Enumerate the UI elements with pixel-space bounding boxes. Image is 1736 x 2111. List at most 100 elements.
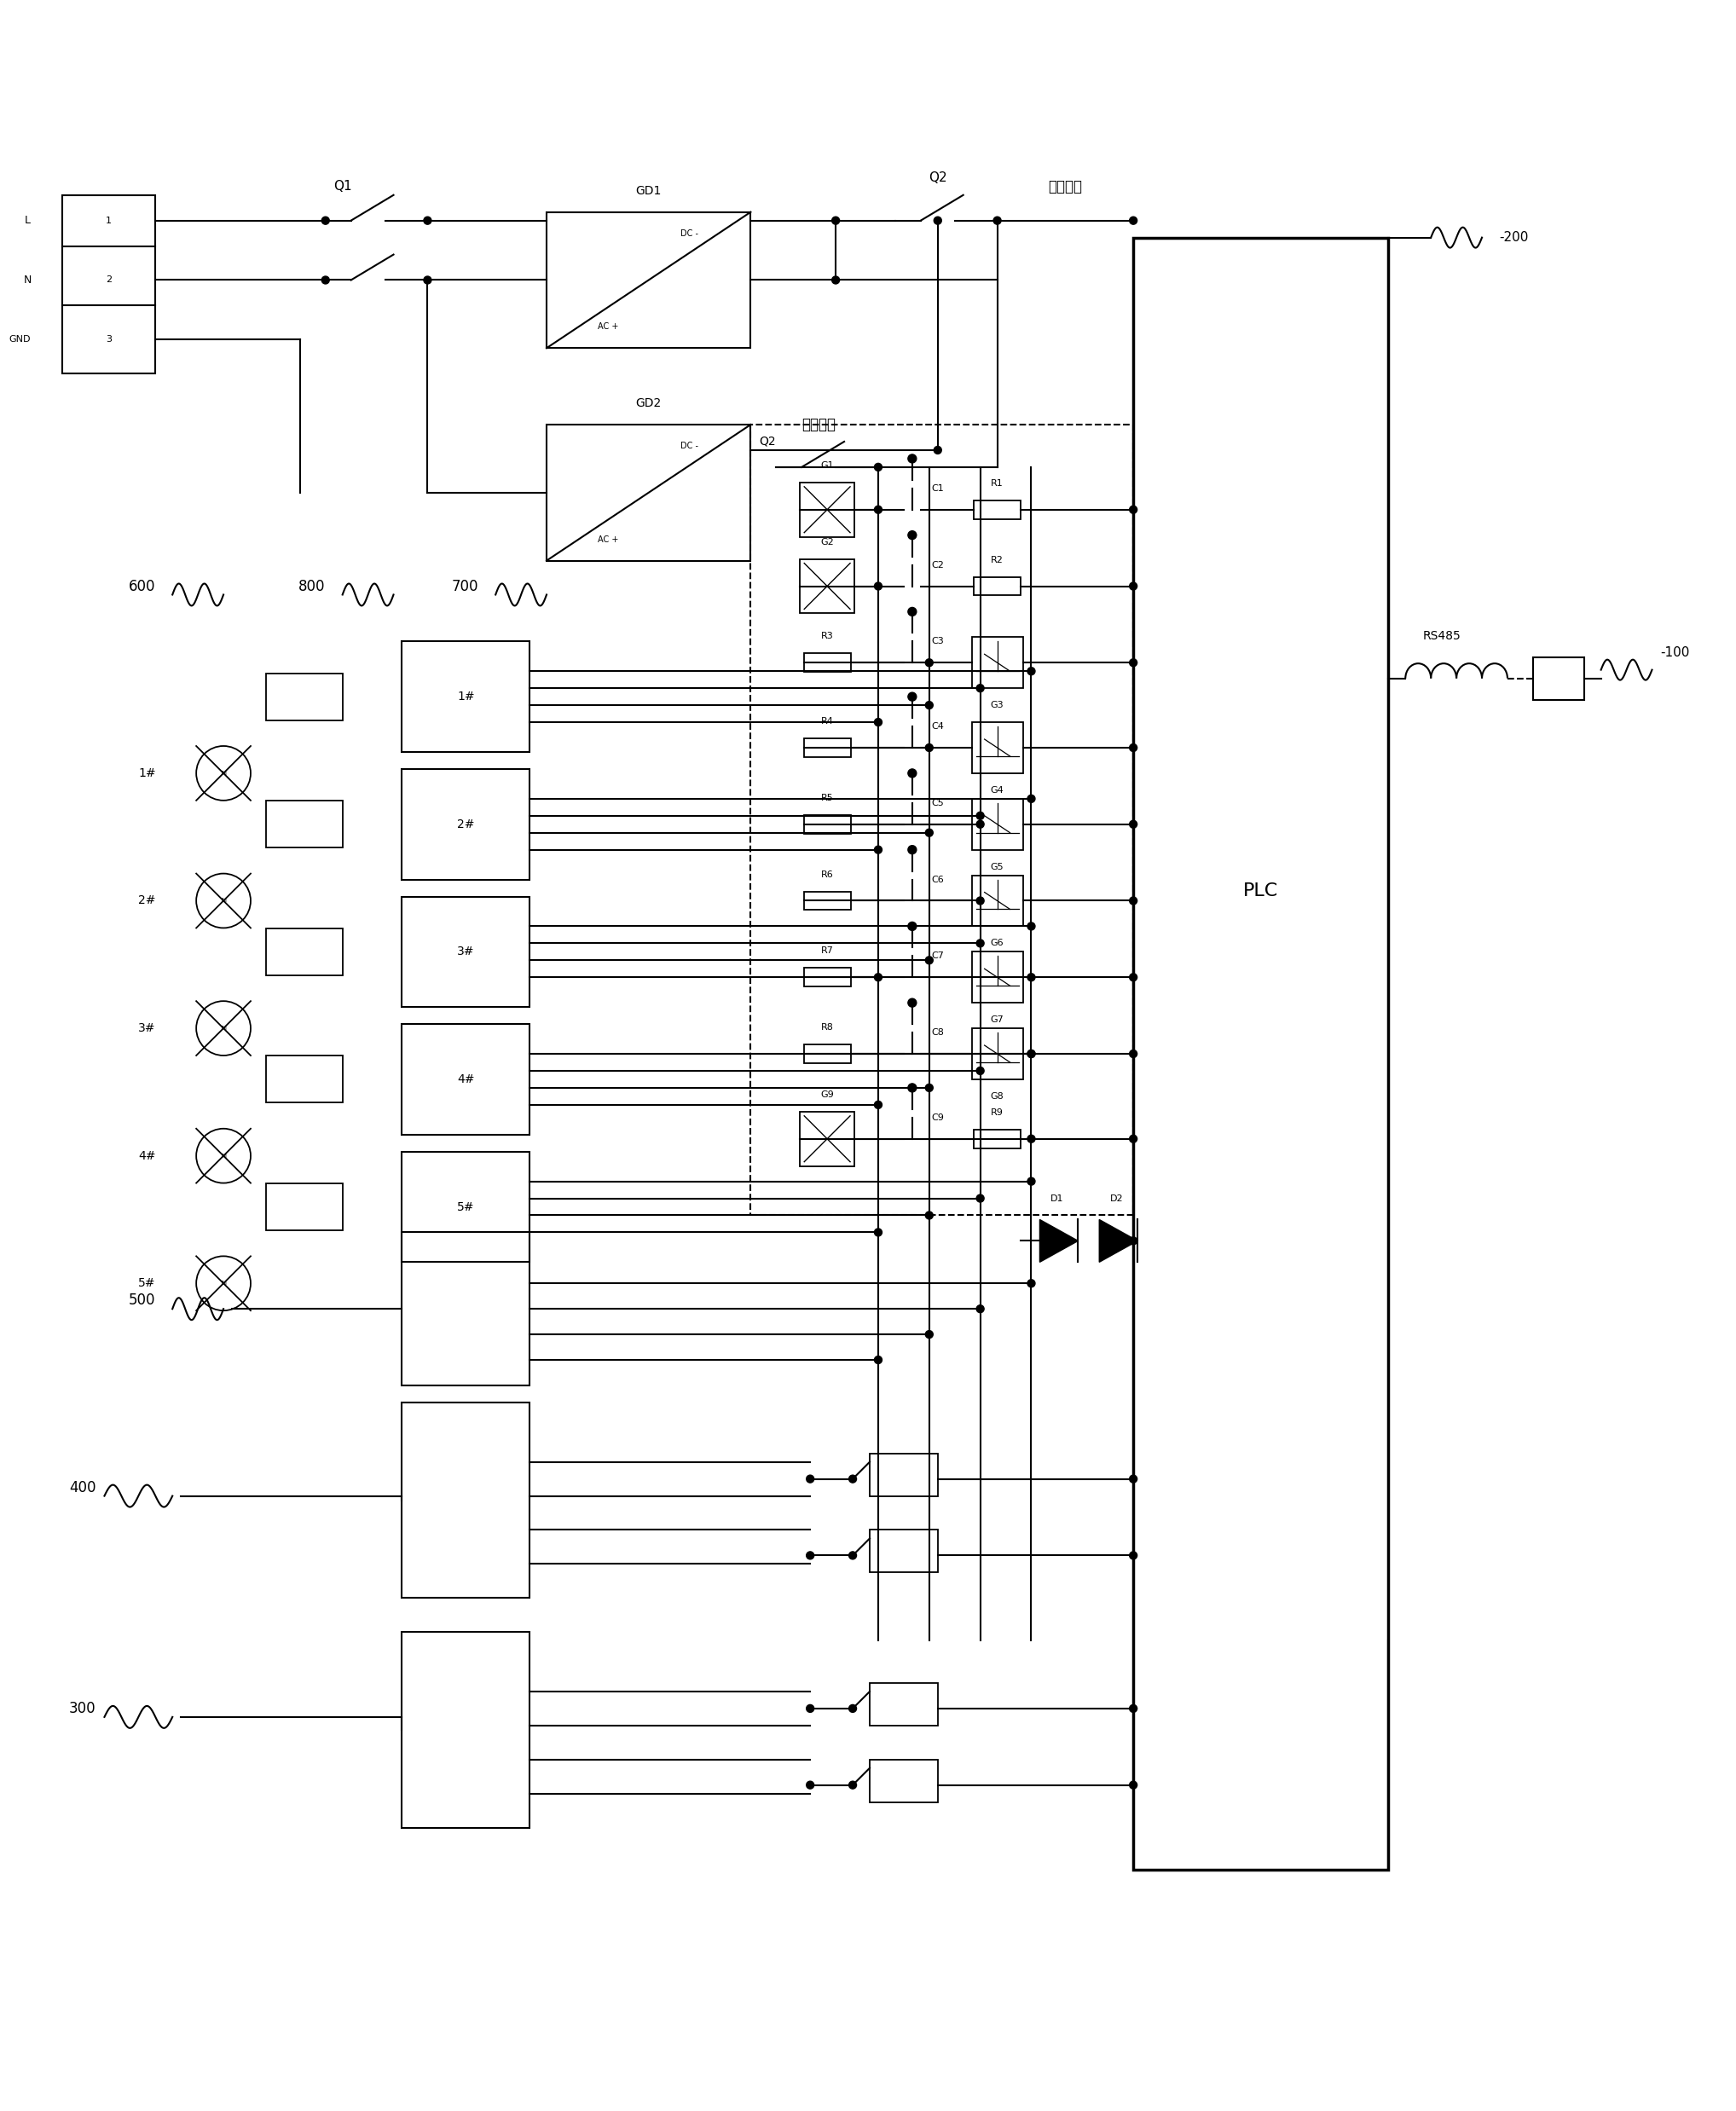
- Text: 接其它户: 接其它户: [802, 418, 835, 433]
- Text: 600: 600: [128, 578, 156, 593]
- Circle shape: [1130, 1049, 1137, 1058]
- Text: AC +: AC +: [597, 534, 618, 545]
- Circle shape: [1130, 217, 1137, 224]
- Circle shape: [849, 1782, 856, 1788]
- Circle shape: [1130, 583, 1137, 589]
- Circle shape: [806, 1782, 814, 1788]
- Bar: [750, 424, 1134, 1216]
- Text: N: N: [24, 274, 31, 285]
- Bar: [972, 722, 1023, 773]
- Text: C3: C3: [932, 638, 944, 646]
- Text: M: M: [220, 897, 226, 904]
- Circle shape: [925, 701, 932, 709]
- Circle shape: [925, 1212, 932, 1220]
- Text: 3#: 3#: [139, 1022, 156, 1034]
- Bar: [974, 576, 1021, 595]
- Circle shape: [976, 1066, 984, 1074]
- Text: R1: R1: [991, 479, 1003, 488]
- Text: GD1: GD1: [635, 186, 661, 196]
- Circle shape: [976, 813, 984, 819]
- Text: 2#: 2#: [457, 819, 474, 830]
- Bar: [403, 1024, 529, 1134]
- Circle shape: [925, 1330, 932, 1338]
- Circle shape: [925, 830, 932, 836]
- Text: R7: R7: [821, 946, 833, 954]
- Text: R4: R4: [821, 718, 833, 726]
- Bar: [403, 1233, 529, 1385]
- Circle shape: [424, 217, 431, 224]
- Bar: [800, 483, 854, 536]
- Text: G8: G8: [991, 1091, 1003, 1100]
- Circle shape: [976, 897, 984, 906]
- Text: C5: C5: [932, 798, 944, 806]
- Text: 500: 500: [128, 1292, 156, 1309]
- Circle shape: [1130, 1782, 1137, 1788]
- Circle shape: [925, 956, 932, 965]
- Circle shape: [1028, 1178, 1035, 1184]
- Circle shape: [832, 217, 840, 224]
- Text: C4: C4: [932, 722, 944, 730]
- Text: M: M: [220, 1281, 226, 1286]
- Circle shape: [321, 217, 330, 224]
- Circle shape: [1028, 796, 1035, 802]
- Circle shape: [875, 1355, 882, 1364]
- Circle shape: [976, 1305, 984, 1313]
- Bar: [870, 1452, 937, 1497]
- Text: AC +: AC +: [597, 323, 618, 331]
- Circle shape: [1130, 1476, 1137, 1482]
- Text: DC -: DC -: [681, 441, 698, 450]
- Text: D2: D2: [1109, 1195, 1123, 1203]
- Circle shape: [1130, 973, 1137, 982]
- Text: GD2: GD2: [635, 397, 661, 410]
- Text: R2: R2: [991, 555, 1003, 564]
- Text: 4#: 4#: [457, 1072, 474, 1085]
- Text: 1#: 1#: [457, 690, 474, 703]
- Circle shape: [1130, 1706, 1137, 1712]
- Bar: [266, 1184, 342, 1231]
- Circle shape: [875, 462, 882, 471]
- Bar: [1134, 239, 1389, 1870]
- Bar: [266, 673, 342, 720]
- Text: -200: -200: [1498, 232, 1528, 245]
- Bar: [266, 800, 342, 849]
- Bar: [972, 1028, 1023, 1079]
- Text: G6: G6: [991, 939, 1003, 948]
- Bar: [804, 1045, 851, 1064]
- Text: G4: G4: [991, 785, 1003, 794]
- Bar: [266, 1056, 342, 1102]
- Text: M: M: [220, 771, 226, 775]
- Bar: [972, 638, 1023, 688]
- Circle shape: [908, 1083, 917, 1091]
- Circle shape: [875, 847, 882, 853]
- Circle shape: [321, 277, 330, 283]
- Text: M: M: [220, 1026, 226, 1030]
- Text: 1: 1: [106, 215, 111, 224]
- Bar: [804, 815, 851, 834]
- Text: 2#: 2#: [139, 895, 156, 908]
- Circle shape: [976, 939, 984, 948]
- Text: 2: 2: [106, 277, 111, 285]
- Bar: [547, 424, 750, 562]
- Bar: [870, 1758, 937, 1803]
- Bar: [972, 876, 1023, 927]
- Circle shape: [1028, 1279, 1035, 1288]
- Circle shape: [875, 1102, 882, 1108]
- Circle shape: [908, 608, 917, 616]
- Text: 1#: 1#: [139, 766, 156, 779]
- Text: 5#: 5#: [457, 1201, 474, 1214]
- Bar: [974, 1129, 1021, 1148]
- Circle shape: [1028, 667, 1035, 676]
- Circle shape: [908, 847, 917, 855]
- Bar: [804, 969, 851, 986]
- Text: C7: C7: [932, 952, 944, 961]
- Circle shape: [908, 923, 917, 931]
- Bar: [547, 211, 750, 348]
- Text: 接其它户: 接其它户: [1049, 179, 1082, 194]
- Circle shape: [806, 1552, 814, 1560]
- Text: GND: GND: [9, 336, 30, 344]
- Circle shape: [976, 684, 984, 692]
- Text: R5: R5: [821, 794, 833, 802]
- Bar: [804, 891, 851, 910]
- Circle shape: [908, 692, 917, 701]
- Text: Q2: Q2: [759, 435, 776, 448]
